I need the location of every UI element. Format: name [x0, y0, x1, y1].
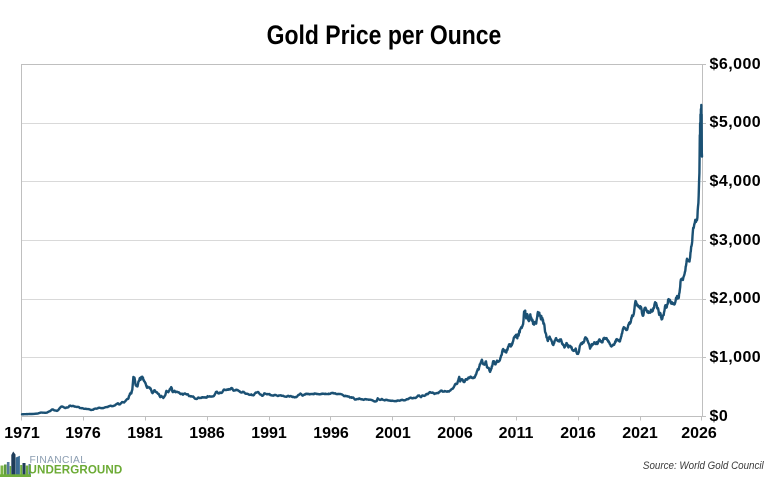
svg-text:UNDERGROUND: UNDERGROUND: [29, 464, 123, 477]
svg-text:FINANCIAL: FINANCIAL: [30, 455, 87, 466]
